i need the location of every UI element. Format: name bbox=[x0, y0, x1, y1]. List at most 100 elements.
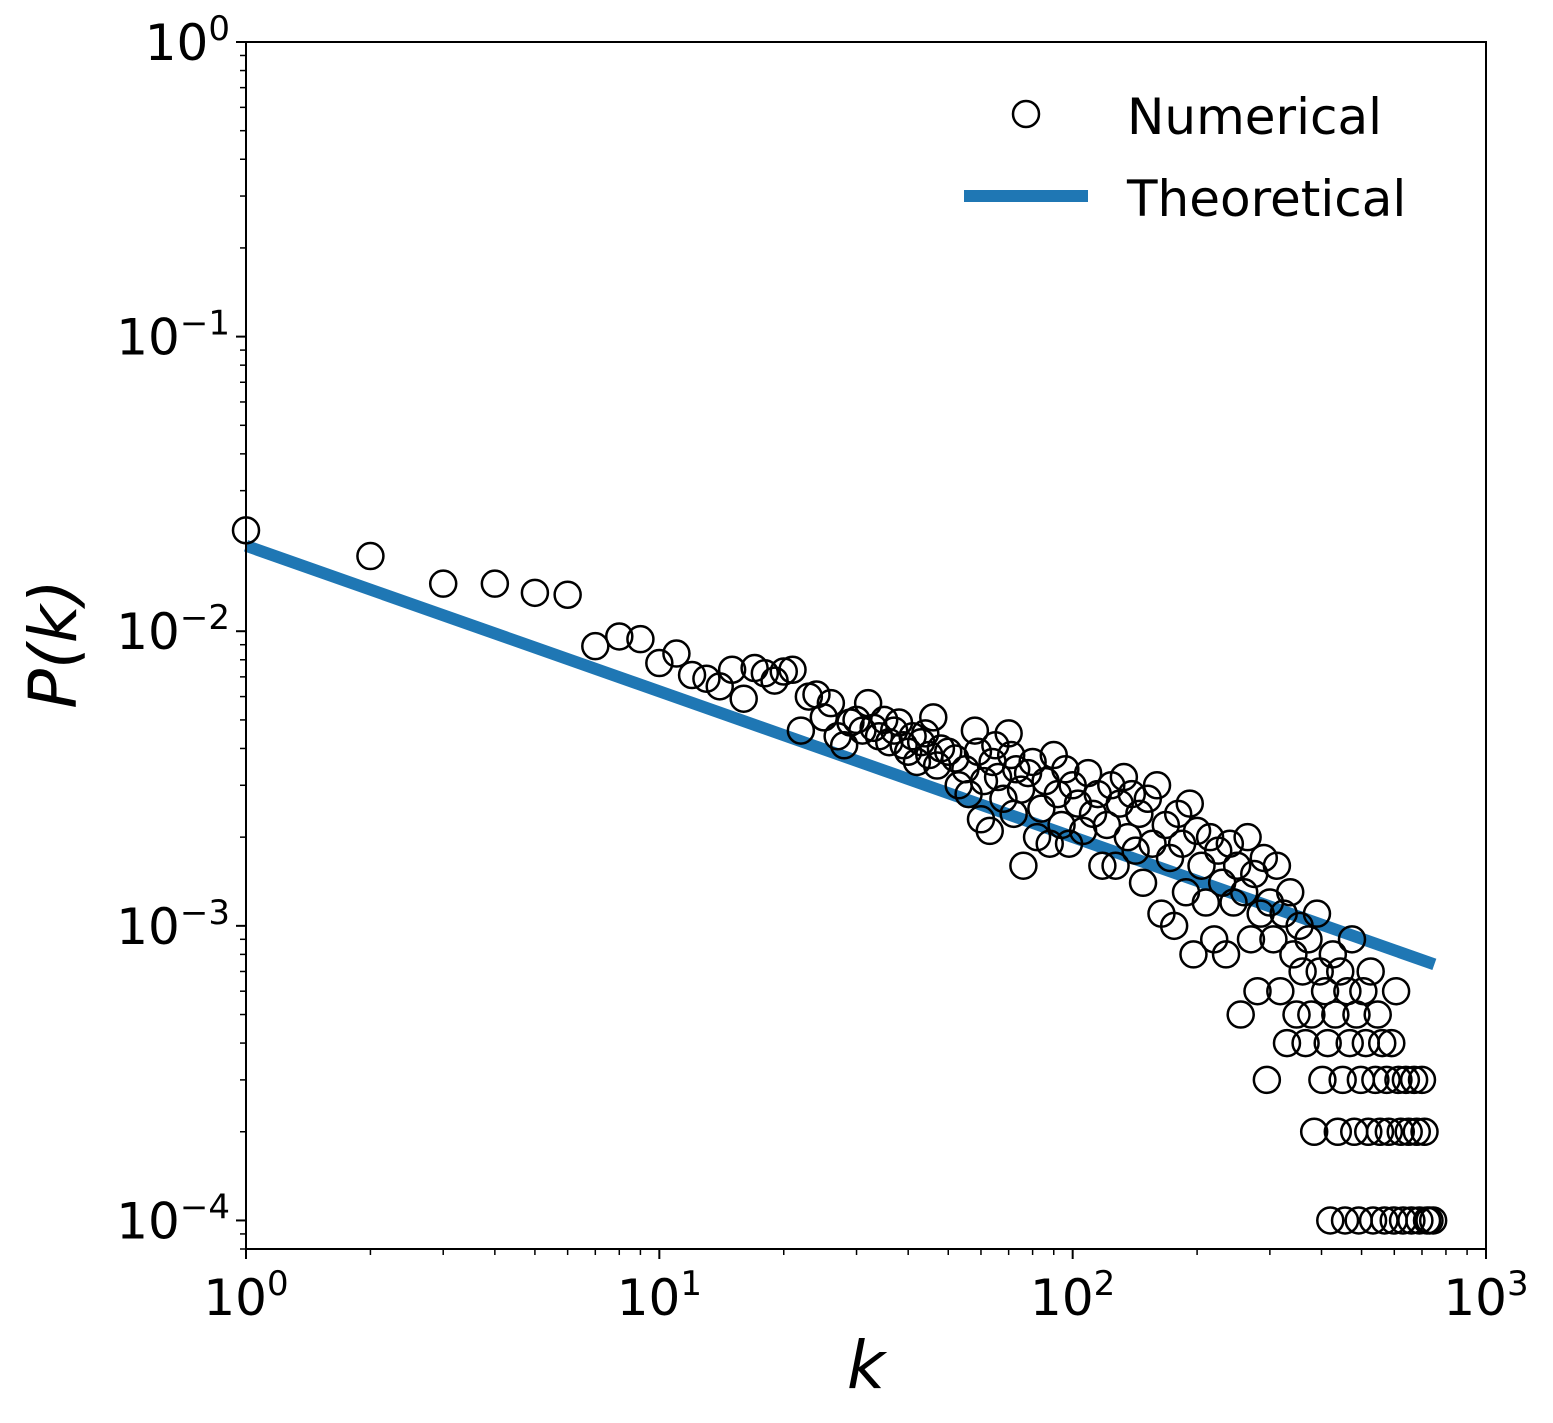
numerical-point bbox=[1229, 878, 1259, 907]
numerical-point bbox=[1262, 851, 1292, 880]
numerical-point bbox=[963, 737, 993, 766]
numerical-point bbox=[1039, 740, 1069, 770]
numerical-point bbox=[1363, 1000, 1392, 1029]
numerical-point bbox=[1117, 779, 1147, 809]
numerical-point bbox=[553, 580, 582, 609]
numerical-point bbox=[1259, 925, 1288, 954]
numerical-point bbox=[809, 703, 839, 732]
numerical-point bbox=[1361, 1065, 1390, 1095]
numerical-point bbox=[1279, 940, 1308, 969]
numerical-point bbox=[1318, 940, 1348, 969]
numerical-point bbox=[1047, 810, 1076, 840]
numerical-point bbox=[1374, 1117, 1404, 1147]
numerical-point bbox=[1275, 878, 1305, 907]
numerical-point bbox=[1328, 1065, 1357, 1095]
numerical-point bbox=[717, 655, 747, 685]
y-tick-label: 10−3 bbox=[116, 893, 230, 956]
numerical-point bbox=[1356, 957, 1385, 986]
numerical-point bbox=[1381, 976, 1411, 1006]
numerical-point bbox=[1384, 1065, 1413, 1095]
numerical-point bbox=[1138, 829, 1167, 858]
numerical-point bbox=[1391, 1065, 1421, 1095]
numerical-point bbox=[1372, 1065, 1401, 1095]
numerical-point bbox=[1313, 1028, 1342, 1058]
numerical-point bbox=[1377, 1028, 1406, 1058]
numerical-point bbox=[1001, 755, 1031, 784]
plot-frame bbox=[245, 41, 1487, 1250]
tick-marks bbox=[236, 41, 1487, 1259]
numerical-point bbox=[1394, 1117, 1423, 1147]
numerical-point bbox=[769, 657, 799, 686]
numerical-point bbox=[1121, 836, 1150, 865]
numerical-point bbox=[1179, 940, 1208, 969]
numerical-point bbox=[480, 569, 510, 598]
numerical-point bbox=[1282, 1000, 1311, 1029]
numerical-point bbox=[1092, 810, 1122, 840]
numerical-point bbox=[750, 659, 780, 688]
numerical-point bbox=[1272, 1028, 1302, 1058]
numerical-point bbox=[1310, 976, 1340, 1006]
numerical-point bbox=[996, 740, 1026, 770]
numerical-point bbox=[662, 639, 691, 668]
numerical-point bbox=[1299, 1117, 1329, 1147]
numerical-point bbox=[1142, 771, 1172, 800]
numerical-point bbox=[1219, 888, 1248, 917]
tick-labels: 100 101 102 103 100 10−1 10−2 10−3 10−4 bbox=[116, 9, 1528, 1327]
numerical-point bbox=[1018, 747, 1047, 777]
numerical-point bbox=[692, 664, 721, 693]
numerical-point bbox=[626, 624, 655, 654]
numerical-point bbox=[1397, 1206, 1426, 1235]
numerical-point bbox=[983, 762, 1013, 792]
numerical-point bbox=[581, 631, 610, 661]
numerical-point bbox=[1243, 976, 1272, 1006]
numerical-point bbox=[1335, 1028, 1364, 1058]
numerical-point bbox=[1321, 1000, 1350, 1029]
numerical-point bbox=[356, 541, 385, 571]
numerical-point bbox=[1246, 899, 1275, 928]
numerical-point bbox=[975, 816, 1004, 846]
x-tick-label: 102 bbox=[1030, 1264, 1115, 1327]
numerical-point bbox=[428, 569, 458, 598]
numerical-point bbox=[1326, 957, 1355, 986]
numerical-point bbox=[869, 705, 899, 735]
numerical-point bbox=[1252, 1065, 1282, 1095]
numerical-point bbox=[1109, 762, 1139, 792]
numerical-point bbox=[1308, 1065, 1337, 1095]
numerical-point bbox=[879, 716, 909, 745]
numerical-point bbox=[1195, 822, 1225, 852]
y-tick-label: 10−2 bbox=[116, 598, 230, 661]
numerical-point bbox=[1088, 851, 1117, 880]
numerical-point bbox=[1297, 1000, 1326, 1029]
numerical-point bbox=[1182, 816, 1212, 846]
numerical-point bbox=[1128, 868, 1158, 898]
numerical-point bbox=[1191, 888, 1221, 917]
numerical-point bbox=[1051, 755, 1080, 784]
legend-theoretical-label: Theoretical bbox=[1126, 170, 1406, 228]
numerical-point bbox=[1402, 1117, 1432, 1147]
numerical-point bbox=[1330, 1206, 1360, 1235]
numerical-point bbox=[919, 703, 948, 732]
numerical-point bbox=[1365, 1117, 1395, 1147]
numerical-point bbox=[1405, 1206, 1434, 1235]
numerical-point bbox=[1101, 851, 1130, 880]
numerical-point bbox=[1226, 1000, 1255, 1029]
y-tick-label: 10−4 bbox=[116, 1187, 230, 1250]
y-tick-label: 10−1 bbox=[116, 304, 230, 367]
x-tick-label: 100 bbox=[203, 1264, 288, 1327]
series-layer bbox=[231, 516, 1448, 1235]
numerical-point bbox=[1009, 851, 1038, 880]
numerical-point bbox=[816, 688, 846, 718]
numerical-point bbox=[605, 622, 634, 651]
theoretical-line bbox=[244, 540, 1437, 971]
numerical-point bbox=[1337, 925, 1367, 954]
x-tick-label: 103 bbox=[1443, 1264, 1528, 1327]
numerical-point bbox=[1175, 789, 1205, 818]
numerical-point bbox=[989, 784, 1018, 814]
x-tick-label: 101 bbox=[617, 1264, 702, 1327]
numerical-point bbox=[1349, 976, 1378, 1006]
numerical-point bbox=[1316, 1206, 1345, 1235]
numerical-point bbox=[1354, 1117, 1383, 1147]
numerical-point bbox=[1236, 925, 1266, 954]
